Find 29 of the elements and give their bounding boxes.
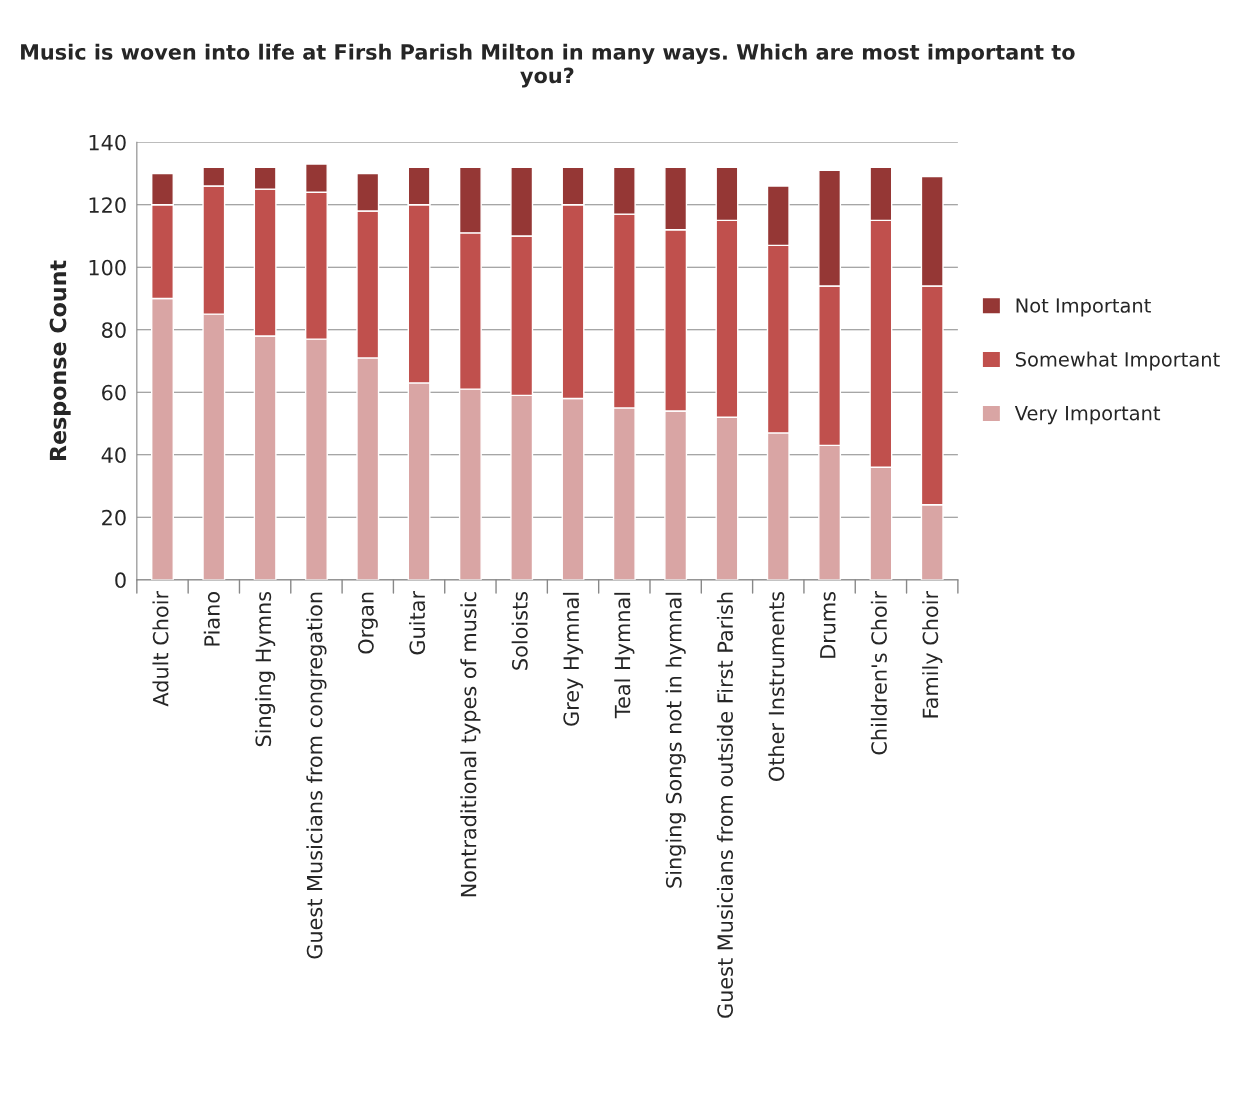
- y-tick-label: 20: [102, 509, 126, 526]
- y-tick-label: 0: [115, 572, 126, 589]
- x-tick-label: Teal Hymnal: [614, 592, 635, 719]
- x-tick-label: Piano: [203, 592, 220, 646]
- x-tick-label: Drums: [820, 591, 836, 658]
- y-tick-label: 60: [102, 384, 126, 401]
- x-tick-label: Guitar: [408, 590, 426, 655]
- x-tick-label: Nontraditional types of music: [460, 592, 481, 897]
- x-tick-label: Children's Choir: [870, 590, 887, 755]
- chart-title: Music is woven into life at Firsh Parish Milton in many ways. Which are most important to you?: [21, 43, 1075, 88]
- legend-label: Not Important: [1016, 298, 1151, 317]
- x-tick-label: Guest Musicians from outside First Parish: [716, 592, 734, 1018]
- x-tick-label: Organ: [358, 592, 378, 654]
- y-axis-title: Response Count: [49, 260, 71, 461]
- y-tick-label: 120: [89, 197, 126, 213]
- x-tick-label: Guest Musicians from congregation: [306, 592, 327, 959]
- x-tick-label: Singing Songs not in hymnal: [665, 592, 686, 888]
- x-tick-label: Other Instruments: [768, 591, 785, 782]
- x-tick-label: Family Choir: [922, 590, 943, 718]
- legend-label: Somewhat Important: [1015, 351, 1220, 371]
- y-tick-label: 100: [89, 259, 126, 276]
- x-tick-label: Adult Choir: [152, 590, 169, 707]
- y-tick-label: 140: [89, 134, 126, 151]
- x-tick-label: Singing Hymns: [255, 591, 276, 747]
- legend-label: Very Important: [1014, 406, 1161, 425]
- y-tick-label: 80: [102, 322, 126, 338]
- y-tick-label: 40: [101, 447, 126, 463]
- x-tick-label: Soloists: [511, 591, 528, 670]
- x-tick-label: Grey Hymnal: [562, 592, 584, 726]
